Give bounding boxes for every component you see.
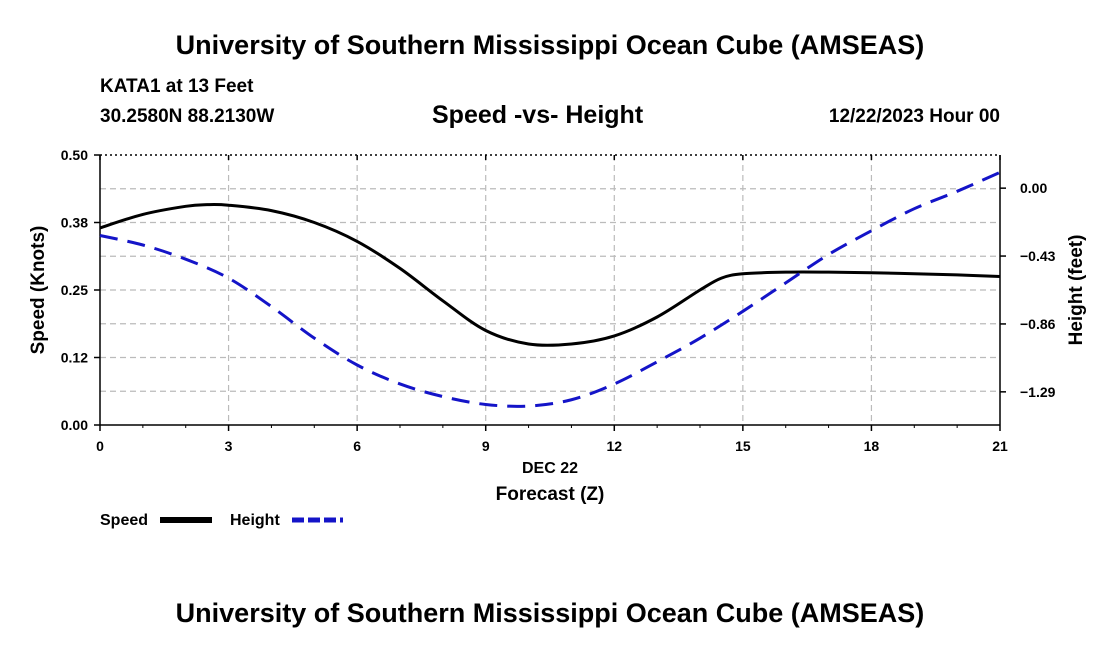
x-tick-label: 9	[482, 438, 490, 454]
main-title: University of Southern Mississippi Ocean…	[175, 30, 925, 60]
series-line-speed	[99, 203, 1001, 347]
x-axis-label: Forecast (Z)	[496, 484, 605, 505]
x-tick-label: 18	[864, 438, 880, 454]
x-tick-label: 12	[606, 438, 622, 454]
station-label: KATA1 at 13 Feet	[100, 76, 254, 97]
y-axis-label: Speed (Knots)	[28, 226, 49, 355]
y2-tick-label: −0.43	[1020, 248, 1056, 264]
axis-labels: DEC 22 Forecast (Z) Speed (Knots) Height (f…	[28, 226, 1087, 505]
legend-height-label: Height	[230, 512, 280, 529]
y2-tick-label: −0.86	[1020, 316, 1056, 332]
footer-title: University of Southern Mississippi Ocean…	[175, 598, 925, 628]
legend: Speed Height	[100, 512, 343, 529]
y-tick-label: 0.12	[61, 350, 88, 366]
axis-ticks: 0 3 6 9 12 15 18 21 0.00 0.12 0.25 0.38 0.50 0.00 −0.4…	[61, 147, 1056, 454]
series-line-height	[99, 170, 1001, 408]
x-tick-label: 21	[992, 438, 1008, 454]
y-tick-label: 0.00	[61, 417, 88, 433]
x-tick-label: 6	[353, 438, 361, 454]
y2-tick-label: −1.29	[1020, 384, 1056, 400]
y2-tick-label: 0.00	[1020, 180, 1047, 196]
y-tick-label: 0.38	[61, 215, 88, 231]
series	[99, 170, 1001, 408]
x-tick-label: 0	[96, 438, 104, 454]
y-tick-label: 0.25	[61, 282, 88, 298]
x-tick-label: 3	[225, 438, 233, 454]
y-tick-label: 0.50	[61, 147, 88, 163]
forecast-date: 12/22/2023 Hour 00	[828, 106, 1000, 127]
grid	[100, 155, 1000, 425]
legend-speed-label: Speed	[100, 512, 148, 529]
x-tick-label: 15	[735, 438, 751, 454]
y2-axis-label: Height (feet)	[1066, 235, 1087, 346]
x-axis-sublabel: DEC 22	[522, 460, 578, 477]
chart-title: Speed -vs- Height	[432, 101, 644, 129]
coordinates-label: 30.2580N 88.2130W	[100, 106, 275, 127]
